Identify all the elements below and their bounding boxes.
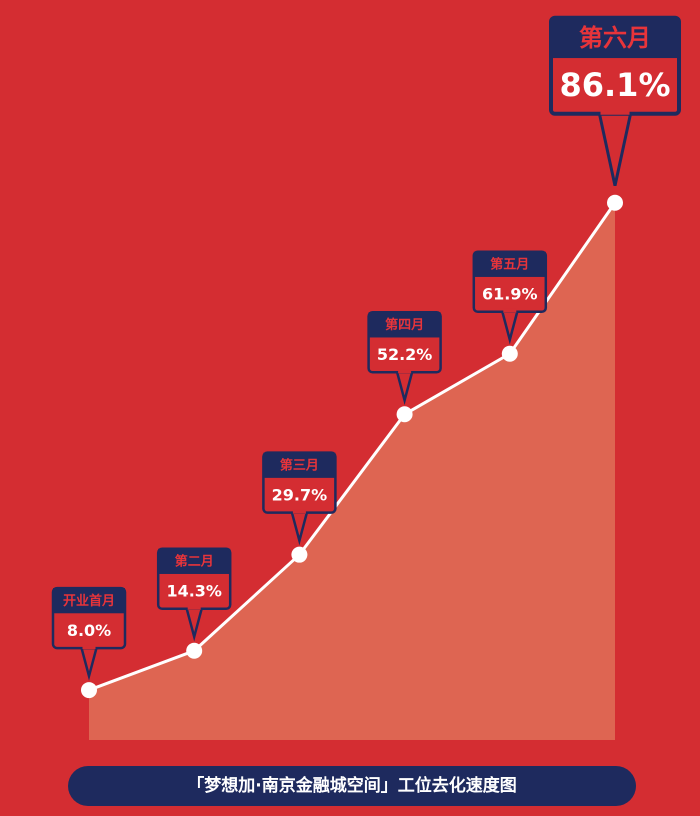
category-label: 第四月 — [385, 317, 424, 333]
category-label: 第二月 — [175, 553, 214, 569]
callout: 第四月 52.2% — [367, 311, 442, 406]
callout: 第三月 29.7% — [262, 451, 337, 546]
callout-header — [158, 548, 231, 574]
callout-header — [473, 251, 546, 277]
callout-gap — [600, 110, 630, 115]
category-label: 开业首月 — [63, 593, 115, 609]
category-label: 第五月 — [490, 256, 529, 272]
point — [501, 345, 518, 362]
callout-gap — [82, 645, 96, 650]
callout-pointer — [79, 645, 99, 681]
callout-gap — [503, 308, 517, 313]
callout: 第六月 86.1% — [549, 15, 681, 187]
callout-gap — [292, 509, 306, 514]
value-label: 29.7% — [272, 485, 328, 504]
callout-pointer — [184, 606, 204, 642]
value-label: 14.3% — [166, 581, 222, 600]
callout-header — [368, 312, 441, 338]
area — [89, 202, 615, 741]
callout-header — [551, 17, 679, 59]
callout-gap — [187, 605, 201, 610]
callout: 开业首月 8.0% — [51, 586, 127, 681]
value-label: 61.9% — [482, 284, 538, 303]
point — [396, 406, 413, 423]
callout-pointer — [500, 309, 520, 345]
title-bar — [68, 766, 636, 806]
point — [291, 546, 308, 563]
value-label: 86.1% — [559, 66, 670, 104]
callout-header — [53, 588, 125, 614]
callout-gap — [398, 369, 412, 374]
line — [88, 201, 617, 692]
value-label: 8.0% — [67, 621, 111, 640]
category-label: 第三月 — [280, 457, 319, 473]
callout: 第二月 14.3% — [156, 547, 232, 642]
callout-pointer — [597, 111, 633, 187]
callout-pointer — [395, 369, 414, 406]
callout-header — [263, 452, 336, 478]
callout: 第五月 61.9% — [472, 250, 548, 345]
point — [607, 194, 623, 211]
point — [81, 682, 97, 699]
category-label: 第六月 — [579, 24, 651, 52]
chart-title: 「梦想加·南京金融城空间」工位去化速度图 — [187, 775, 516, 796]
value-label: 52.2% — [377, 345, 433, 364]
point — [186, 642, 203, 659]
callout-pointer — [290, 510, 309, 546]
